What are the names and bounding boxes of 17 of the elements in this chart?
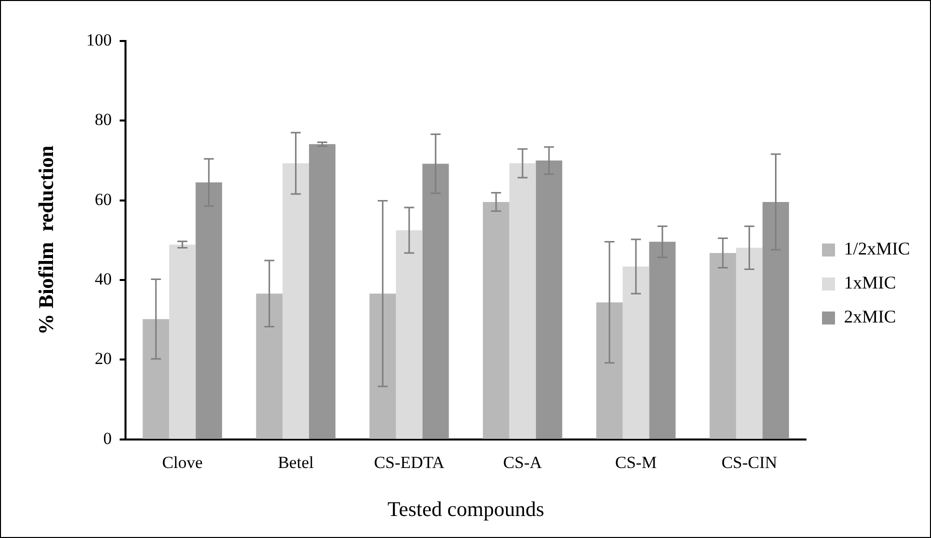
legend-label: 1xMIC bbox=[844, 272, 896, 293]
x-tick-label: CS-EDTA bbox=[374, 453, 446, 472]
x-tick-label: CS-A bbox=[503, 453, 543, 472]
y-tick-label: 100 bbox=[86, 30, 112, 50]
legend-label: 1/2xMIC bbox=[844, 238, 910, 259]
x-axis-title: Tested compounds bbox=[388, 496, 544, 521]
y-axis-title: % Biofilm reduction bbox=[34, 145, 58, 335]
x-tick-label: Betel bbox=[278, 453, 314, 472]
y-tick-label: 20 bbox=[94, 349, 112, 368]
x-tick-label: CS-CIN bbox=[721, 453, 778, 472]
x-tick-label: CS-M bbox=[615, 453, 657, 472]
y-tick-label: 80 bbox=[94, 110, 112, 130]
y-tick-label: 40 bbox=[94, 270, 112, 289]
y-tick-label: 60 bbox=[94, 190, 112, 209]
y-tick-label: 0 bbox=[103, 428, 112, 448]
legend-label: 2xMIC bbox=[844, 306, 896, 327]
x-tick-label: Clove bbox=[162, 453, 203, 472]
